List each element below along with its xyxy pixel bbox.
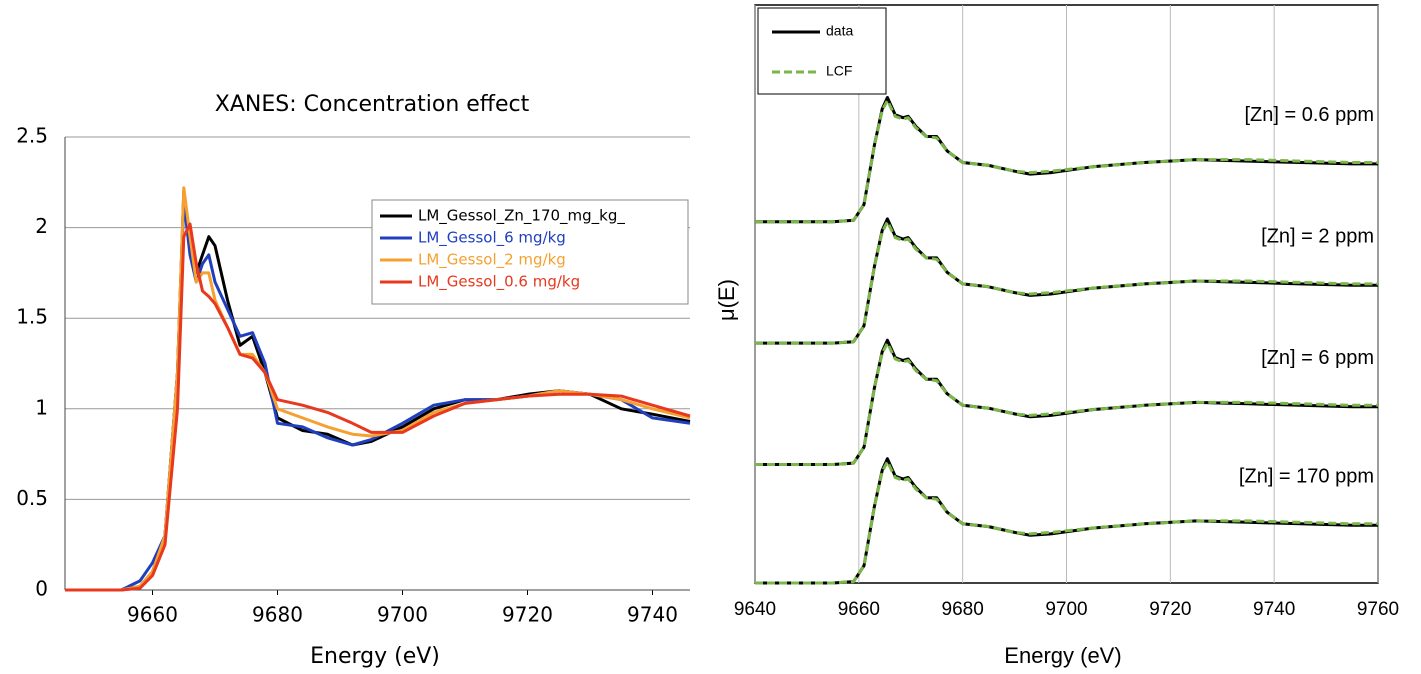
x-tick-label: 9740 xyxy=(627,603,678,627)
legend-label: LCF xyxy=(826,63,852,79)
x-tick-label: 9720 xyxy=(1149,599,1191,620)
x-tick-label: 9680 xyxy=(252,603,303,627)
x-tick-label: 9740 xyxy=(1253,599,1295,620)
y-tick-label: 1.5 xyxy=(16,305,48,329)
legend-label: LM_Gessol_6 mg/kg xyxy=(418,229,566,248)
x-axis-label: Energy (eV) xyxy=(1004,643,1121,668)
legend-label: LM_Gessol_Zn_170_mg_kg_ xyxy=(418,207,625,226)
annotation: [Zn] = 6 ppm xyxy=(1261,347,1374,369)
legend-box xyxy=(757,7,887,95)
data-line xyxy=(755,220,1378,345)
x-tick-label: 9720 xyxy=(502,603,553,627)
annotation: [Zn] = 170 ppm xyxy=(1239,465,1374,487)
y-tick-label: 2 xyxy=(35,214,48,238)
data-line xyxy=(65,222,691,592)
legend-label: LM_Gessol_2 mg/kg xyxy=(418,251,566,270)
legend-label: LM_Gessol_0.6 mg/kg xyxy=(418,273,580,292)
right-chart: 9640 9660 9680 9700 9720 9740 9760 data LCF [Zn] … xyxy=(714,4,1399,668)
y-tick-label: 2.5 xyxy=(16,124,48,148)
x-tick-label: 9760 xyxy=(1357,599,1399,620)
y-tick-label: 1 xyxy=(35,395,48,419)
data-line xyxy=(755,98,1378,224)
chart-title: XANES: Concentration effect xyxy=(215,92,530,117)
legend-label: data xyxy=(826,23,853,39)
x-tick-label: 9700 xyxy=(377,603,428,627)
y-tick-label: 0.5 xyxy=(16,486,48,510)
x-axis-label: Energy (eV) xyxy=(310,644,440,669)
y-tick-label: 0 xyxy=(35,577,48,601)
x-tick-label: 9680 xyxy=(942,599,984,620)
left-chart: 0 0.5 1 1.5 2 2.5 9660 9680 9700 9720 9740 LM_Gesso… xyxy=(16,92,691,669)
legend-box xyxy=(371,199,689,305)
y-axis-label: μ(E) xyxy=(714,279,739,321)
data-line xyxy=(755,341,1378,466)
annotation: [Zn] = 0.6 ppm xyxy=(1244,104,1374,126)
x-tick-label: 9640 xyxy=(734,599,776,620)
data-line xyxy=(755,460,1378,585)
x-tick-label: 9660 xyxy=(838,599,880,620)
x-tick-label: 9660 xyxy=(127,603,178,627)
annotation: [Zn] = 2 ppm xyxy=(1261,226,1374,248)
x-tick-label: 9700 xyxy=(1045,599,1087,620)
